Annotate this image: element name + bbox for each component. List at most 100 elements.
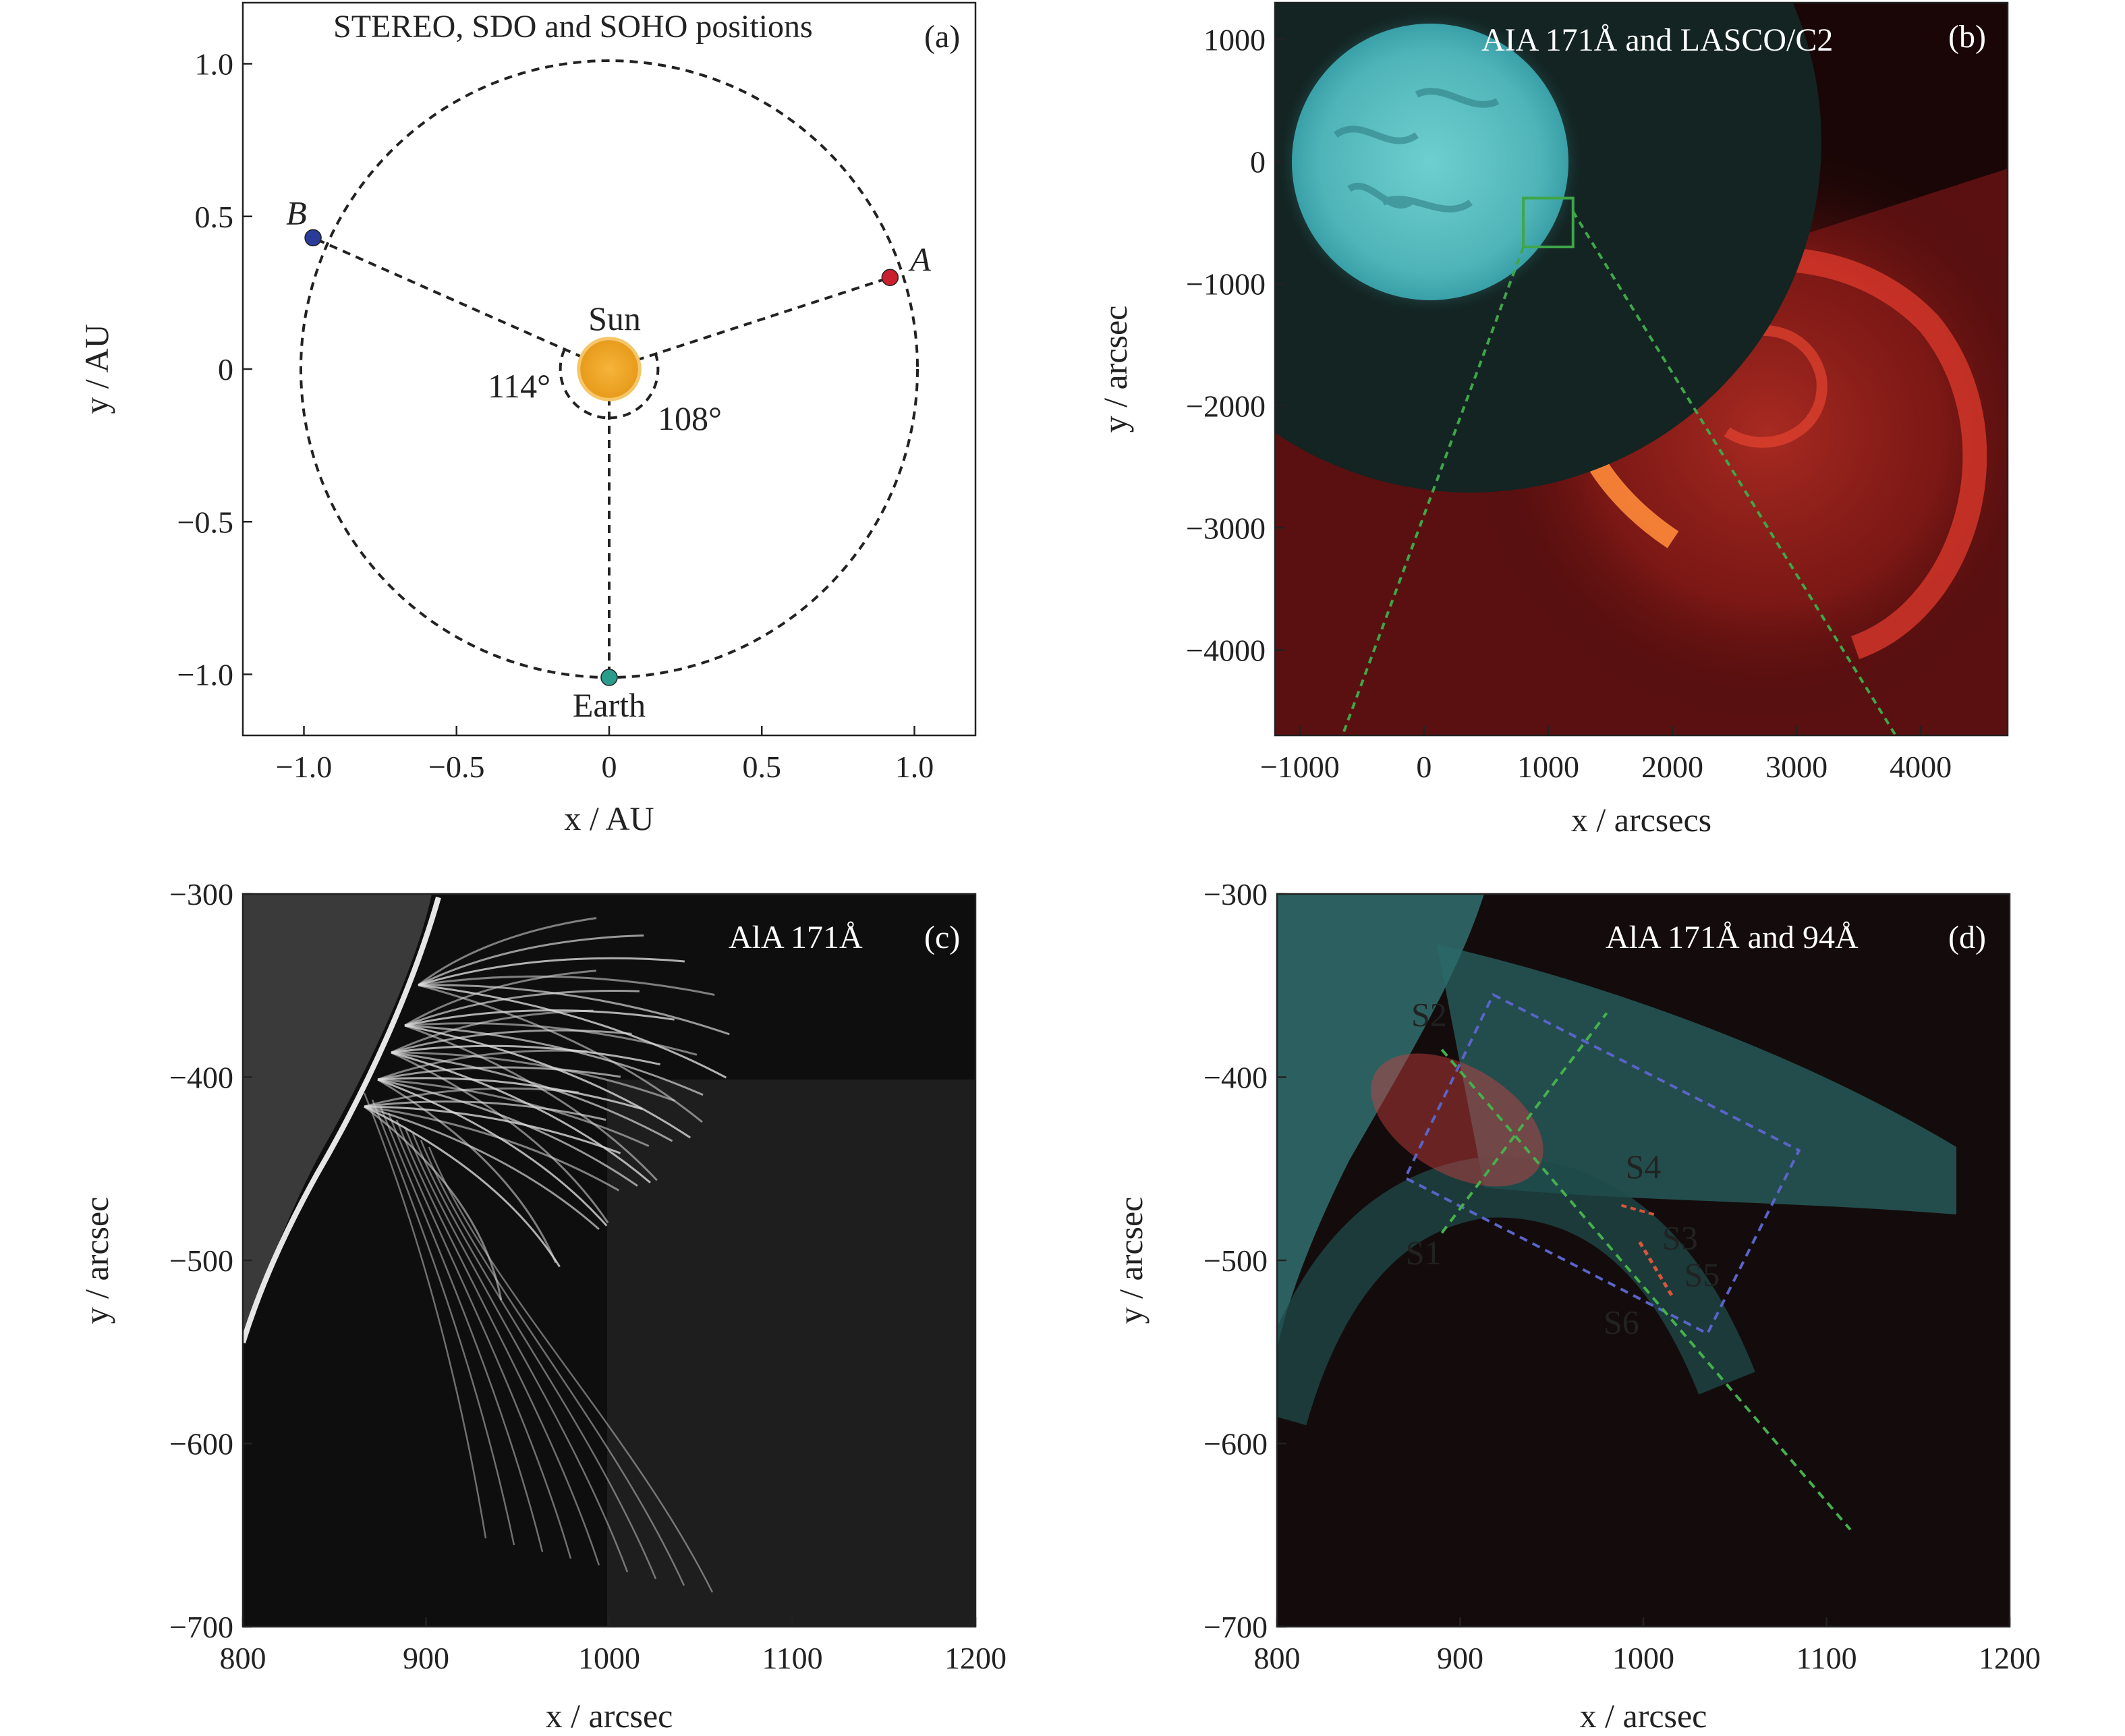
coronal-loop-25 bbox=[377, 1078, 638, 1187]
panel-b-ytick-label: 1000 bbox=[1203, 22, 1266, 57]
panel-d-disk bbox=[1277, 894, 1484, 1349]
coronal-loop-31 bbox=[364, 1105, 620, 1192]
panel-d-lower-arc bbox=[1277, 1156, 1755, 1426]
panel-d-xtick-label: 1000 bbox=[1612, 1641, 1674, 1675]
coronal-loop-15 bbox=[391, 1029, 632, 1054]
panel-a-content: Sun A B Earth 114° 108° bbox=[286, 59, 931, 724]
panel-b-label: (b) bbox=[1948, 19, 1986, 55]
panel-d-xtick-label: 900 bbox=[1437, 1641, 1483, 1675]
panel-b-ylabel: y / arcsec bbox=[1096, 306, 1134, 433]
panel-d-94-emission bbox=[1371, 1053, 1543, 1187]
label-angle-114: 114° bbox=[488, 367, 550, 405]
panel-c-ylabel: y / arcsec bbox=[78, 1197, 115, 1324]
panel-a-ytick-label: −1.0 bbox=[177, 658, 233, 692]
panel-b-ytick-label: −2000 bbox=[1186, 389, 1266, 423]
slit-label-s6: S6 bbox=[1604, 1304, 1639, 1341]
coronal-loop-29 bbox=[364, 1100, 606, 1121]
panel-c-xlabel: x / arcsec bbox=[546, 1697, 673, 1735]
coronal-loop-32 bbox=[364, 1105, 600, 1231]
coronal-loop-21 bbox=[377, 1049, 588, 1081]
coronal-loop-17 bbox=[391, 1051, 675, 1102]
coronal-loop-43 bbox=[428, 1146, 714, 1593]
zoom-projection-left bbox=[1341, 246, 1525, 735]
sun-marker bbox=[577, 337, 642, 401]
panel-c-xtick-label: 1100 bbox=[762, 1641, 822, 1675]
panel-c-xtick-label: 900 bbox=[403, 1641, 449, 1675]
panel-c-xtick-label: 1200 bbox=[944, 1641, 1007, 1675]
coronal-loop-2 bbox=[418, 957, 685, 986]
aia-171-disk bbox=[1292, 24, 1568, 300]
panel-a-xtick-label: −0.5 bbox=[428, 750, 484, 784]
aia-disk-texture bbox=[1334, 88, 1500, 213]
panel-c-ytick-label: −600 bbox=[169, 1427, 233, 1461]
panel-a-ytick-label: 0 bbox=[218, 352, 233, 387]
panel-b-ytick-label: −4000 bbox=[1186, 633, 1266, 667]
panel-d-ticks: 800 900 1000 1100 1200 −300 −400 −500 −600 −700 bbox=[1203, 877, 2041, 1675]
panel-a-label: (a) bbox=[924, 19, 960, 55]
coronal-loop-37 bbox=[379, 1106, 544, 1552]
zoom-box bbox=[1522, 196, 1575, 249]
panel-b-ytick-label: 0 bbox=[1250, 144, 1266, 179]
panel-c-noise-field bbox=[607, 1080, 975, 1627]
slit-label-s5: S5 bbox=[1684, 1256, 1720, 1293]
panel-b-xtick-label: −1000 bbox=[1260, 750, 1340, 784]
panel-d-ytick-label: −600 bbox=[1203, 1427, 1268, 1461]
solar-disk-edge bbox=[243, 894, 432, 1336]
coronal-loop-30 bbox=[364, 1105, 621, 1154]
panel-b-zoom-overlay bbox=[1341, 196, 1897, 735]
coronal-loop-41 bbox=[412, 1133, 657, 1579]
label-earth: Earth bbox=[573, 686, 646, 724]
panel-a-xlabel: x / AU bbox=[564, 800, 654, 837]
label-sun: Sun bbox=[588, 300, 641, 337]
panel-d-xtick-label: 1100 bbox=[1796, 1641, 1857, 1675]
coronal-loop-14 bbox=[391, 1009, 594, 1054]
coronal-loop-3 bbox=[418, 975, 715, 996]
coronal-loop-1 bbox=[418, 934, 644, 986]
panel-d-label: (d) bbox=[1948, 920, 1986, 955]
sight-line-b bbox=[312, 236, 610, 370]
coronal-loop-4 bbox=[418, 984, 730, 1036]
label-angle-108: 108° bbox=[658, 399, 722, 437]
marker-earth bbox=[600, 669, 618, 686]
coronal-loop-18 bbox=[391, 1051, 673, 1142]
panel-b-xtick-label: 0 bbox=[1416, 750, 1432, 784]
panel-d-ytick-label: −500 bbox=[1203, 1243, 1268, 1278]
slit-label-s2: S2 bbox=[1411, 995, 1447, 1033]
slit-s2 bbox=[1440, 1048, 1852, 1531]
coronal-loop-0 bbox=[418, 917, 597, 986]
panel-a-ticks: −1.0 −0.5 0 0.5 1.0 −1.0 −0.5 0 0.5 1.0 bbox=[177, 47, 934, 785]
panel-c-aia171-image: 800 900 1000 1100 1200 −300 −400 −500 −600 −700 A… bbox=[78, 877, 1007, 1735]
panel-b-ytick-label: −3000 bbox=[1186, 511, 1266, 545]
panel-a-ylabel: y / AU bbox=[78, 324, 115, 414]
angle-arc-114 bbox=[559, 348, 610, 420]
coronal-loop-24 bbox=[377, 1078, 650, 1148]
panel-b-xtick-label: 4000 bbox=[1890, 750, 1952, 784]
angle-arc-108 bbox=[608, 353, 660, 420]
coronal-loop-16 bbox=[391, 1044, 661, 1066]
panel-d-ytick-label: −400 bbox=[1203, 1061, 1268, 1095]
panel-b-lasco-image: −1000 0 1000 2000 3000 4000 1000 0 −1000 −2000 −30… bbox=[1096, 1, 2009, 839]
coronal-loop-39 bbox=[395, 1119, 600, 1566]
marker-a bbox=[881, 269, 899, 286]
coronal-loop-7 bbox=[404, 970, 596, 1027]
panel-c-ytick-label: −700 bbox=[169, 1610, 233, 1644]
panel-c-ytick-label: −400 bbox=[169, 1061, 233, 1095]
slit-s3 bbox=[1638, 1241, 1674, 1298]
slit-s4 bbox=[1620, 1204, 1655, 1216]
panel-a-xtick-label: 0 bbox=[602, 750, 617, 784]
panel-c-ytick-label: −300 bbox=[169, 877, 233, 912]
panel-d-ytick-label: −700 bbox=[1203, 1610, 1268, 1644]
panel-b-title: AIA 171Å and LASCO/C2 bbox=[1481, 22, 1833, 58]
coronal-loop-38 bbox=[387, 1113, 572, 1559]
panel-b-xtick-label: 1000 bbox=[1517, 750, 1579, 784]
coronal-loop-23 bbox=[377, 1077, 643, 1111]
panel-d-ytick-label: −300 bbox=[1203, 877, 1268, 912]
panel-b-xlabel: x / arcsecs bbox=[1571, 801, 1711, 839]
coronal-loop-34 bbox=[364, 1105, 503, 1301]
zoom-projection-right bbox=[1572, 211, 1897, 735]
panel-b-frame bbox=[1274, 1, 2009, 737]
panel-c-ticks: 800 900 1000 1100 1200 −300 −400 −500 −600 −700 bbox=[169, 877, 1007, 1675]
label-stereo-b: B bbox=[286, 194, 307, 231]
